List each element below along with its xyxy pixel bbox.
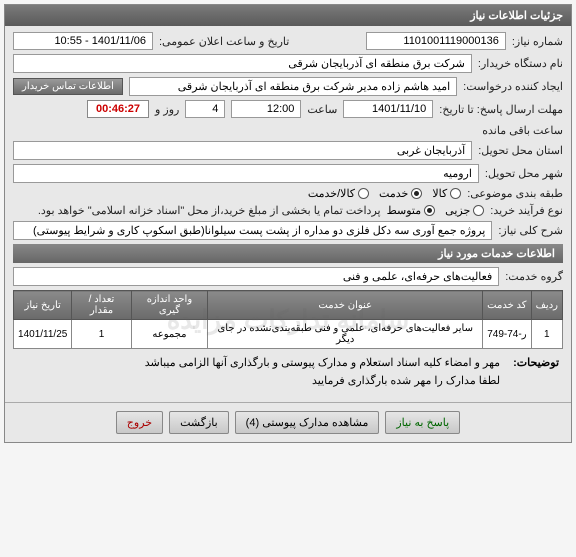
- time-label-1: ساعت: [307, 103, 337, 116]
- days-count-field: 4: [185, 100, 225, 118]
- creator-field: امید هاشم زاده مدیر شرکت برق منطقه ای آذ…: [129, 77, 457, 96]
- process-label: نوع فرآیند خرید:: [490, 204, 563, 217]
- row-category: طبقه بندی موضوعی: کالا خدمت کالا/خدمت: [13, 187, 563, 200]
- notes-line1: مهر و امضاء کلیه اسناد استعلام و مدارک پ…: [145, 357, 500, 369]
- table-row: 1 ر-74-749 سایر فعالیت‌های حرفه‌ای، علمی…: [14, 320, 563, 349]
- radio-kala-khedmat[interactable]: کالا/خدمت: [308, 187, 369, 200]
- radio-medium-label: متوسط: [387, 204, 422, 217]
- table-wrapper: ردیف کد خدمت عنوان خدمت واحد اندازه گیری…: [13, 290, 563, 349]
- th-date: تاریخ نیاز: [14, 291, 72, 320]
- deadline-time-field: 12:00: [231, 100, 301, 118]
- row-province: استان محل تحویل: آذربایجان غربی: [13, 141, 563, 160]
- group-label: گروه خدمت:: [505, 270, 563, 283]
- table-header-row: ردیف کد خدمت عنوان خدمت واحد اندازه گیری…: [14, 291, 563, 320]
- buyer-label: نام دستگاه خریدار:: [478, 57, 563, 70]
- th-qty: تعداد / مقدار: [72, 291, 131, 320]
- attachments-button[interactable]: مشاهده مدارک پیوستی (4): [235, 411, 380, 434]
- radio-partial[interactable]: جزیی: [445, 204, 484, 217]
- category-radio-group: کالا خدمت کالا/خدمت: [308, 187, 461, 200]
- panel-title: جزئیات اطلاعات نیاز: [5, 5, 571, 26]
- need-details-panel: جزئیات اطلاعات نیاز شماره نیاز: 11010011…: [4, 4, 572, 443]
- td-code: ر-74-749: [483, 320, 531, 349]
- notes-section: توضیحات: مهر و امضاء کلیه اسناد استعلام …: [13, 349, 563, 396]
- radio-dot-icon: [473, 205, 484, 216]
- radio-kala[interactable]: کالا: [432, 187, 461, 200]
- radio-kala-label: کالا: [432, 187, 447, 200]
- radio-khedmat-label: خدمت: [379, 187, 408, 200]
- td-date: 1401/11/25: [14, 320, 72, 349]
- desc-field: پروژه جمع آوری سه دکل فلزی دو مداره از پ…: [13, 221, 492, 240]
- th-row: ردیف: [531, 291, 562, 320]
- need-number-field: 1101001119000136: [366, 32, 506, 50]
- td-row: 1: [531, 320, 562, 349]
- notes-text: مهر و امضاء کلیه اسناد استعلام و مدارک پ…: [145, 355, 500, 390]
- back-button[interactable]: بازگشت: [169, 411, 229, 434]
- respond-button[interactable]: پاسخ به نیاز: [385, 411, 460, 434]
- row-need-number: شماره نیاز: 1101001119000136 تاریخ و ساع…: [13, 32, 563, 50]
- city-field: ارومیه: [13, 164, 479, 183]
- group-field: فعالیت‌های حرفه‌ای، علمی و فنی: [13, 267, 499, 286]
- process-radio-group: جزیی متوسط: [387, 204, 485, 217]
- services-table: ردیف کد خدمت عنوان خدمت واحد اندازه گیری…: [13, 290, 563, 349]
- td-unit: مجموعه: [131, 320, 208, 349]
- radio-dot-icon: [358, 188, 369, 199]
- need-number-label: شماره نیاز:: [512, 35, 563, 48]
- radio-partial-label: جزیی: [445, 204, 470, 217]
- category-label: طبقه بندی موضوعی:: [467, 187, 563, 200]
- deadline-date-field: 1401/11/10: [343, 100, 433, 118]
- radio-dot-icon: [450, 188, 461, 199]
- notes-line2: لطفا مدارک را مهر شده بارگذاری فرمایید: [312, 375, 500, 387]
- announce-label: تاریخ و ساعت اعلان عمومی:: [159, 35, 289, 48]
- th-code: کد خدمت: [483, 291, 531, 320]
- row-city: شهر محل تحویل: ارومیه: [13, 164, 563, 183]
- td-title: سایر فعالیت‌های حرفه‌ای، علمی و فنی طبقه…: [208, 320, 483, 349]
- announce-field: 1401/11/06 - 10:55: [13, 32, 153, 50]
- deadline-label: مهلت ارسال پاسخ: تا تاریخ:: [439, 103, 563, 116]
- row-deadline: مهلت ارسال پاسخ: تا تاریخ: 1401/11/10 سا…: [13, 100, 563, 137]
- radio-dot-icon: [411, 188, 422, 199]
- row-process: نوع فرآیند خرید: جزیی متوسط پرداخت تمام …: [13, 204, 563, 217]
- province-label: استان محل تحویل:: [478, 144, 563, 157]
- footer-buttons: پاسخ به نیاز مشاهده مدارک پیوستی (4) باز…: [5, 402, 571, 442]
- notes-label: توضیحات:: [503, 355, 559, 373]
- th-unit: واحد اندازه گیری: [131, 291, 208, 320]
- radio-kala-khedmat-label: کالا/خدمت: [308, 187, 355, 200]
- exit-button[interactable]: خروج: [116, 411, 163, 434]
- td-qty: 1: [72, 320, 131, 349]
- radio-dot-icon: [424, 205, 435, 216]
- process-note: پرداخت تمام یا بخشی از مبلغ خرید،از محل …: [13, 204, 381, 217]
- row-buyer: نام دستگاه خریدار: شرکت برق منطقه ای آذر…: [13, 54, 563, 73]
- desc-label: شرح کلی نیاز:: [498, 224, 563, 237]
- creator-label: ایجاد کننده درخواست:: [463, 80, 563, 93]
- row-creator: ایجاد کننده درخواست: امید هاشم زاده مدیر…: [13, 77, 563, 96]
- panel-body: شماره نیاز: 1101001119000136 تاریخ و ساع…: [5, 26, 571, 402]
- th-title: عنوان خدمت: [208, 291, 483, 320]
- province-field: آذربایجان غربی: [13, 141, 472, 160]
- remaining-label: ساعت باقی مانده: [482, 124, 563, 137]
- radio-medium[interactable]: متوسط: [387, 204, 436, 217]
- days-label: روز و: [155, 103, 179, 116]
- row-desc: شرح کلی نیاز: پروژه جمع آوری سه دکل فلزی…: [13, 221, 563, 240]
- row-group: گروه خدمت: فعالیت‌های حرفه‌ای، علمی و فن…: [13, 267, 563, 286]
- contact-button[interactable]: اطلاعات تماس خریدار: [13, 78, 123, 95]
- countdown-timer: 00:46:27: [87, 100, 149, 118]
- radio-khedmat[interactable]: خدمت: [379, 187, 422, 200]
- services-subheader: اطلاعات خدمات مورد نیاز: [13, 244, 563, 263]
- buyer-field: شرکت برق منطقه ای آذربایجان شرقی: [13, 54, 472, 73]
- city-label: شهر محل تحویل:: [485, 167, 563, 180]
